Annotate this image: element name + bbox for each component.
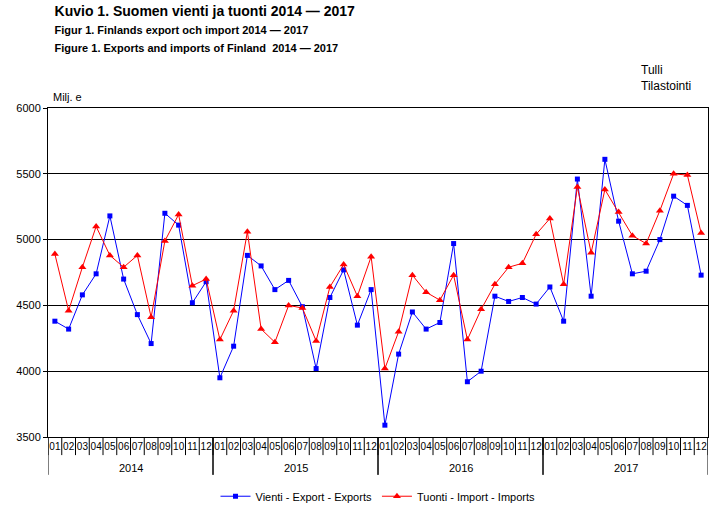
svg-text:01: 01	[544, 441, 556, 452]
svg-text:01: 01	[214, 441, 226, 452]
svg-text:08: 08	[146, 441, 158, 452]
svg-text:02: 02	[393, 441, 405, 452]
svg-text:2016: 2016	[449, 462, 473, 474]
svg-text:06: 06	[283, 441, 295, 452]
svg-text:Vienti - Export - Exports: Vienti - Export - Exports	[256, 491, 372, 503]
svg-text:08: 08	[311, 441, 323, 452]
svg-text:02: 02	[63, 441, 75, 452]
svg-text:05: 05	[434, 441, 446, 452]
svg-text:3500: 3500	[16, 431, 40, 443]
svg-text:2015: 2015	[284, 462, 308, 474]
svg-text:12: 12	[201, 441, 213, 452]
svg-text:09: 09	[324, 441, 336, 452]
svg-text:06: 06	[118, 441, 130, 452]
svg-text:04: 04	[421, 441, 433, 452]
svg-text:09: 09	[489, 441, 501, 452]
svg-text:02: 02	[558, 441, 570, 452]
svg-text:12: 12	[366, 441, 378, 452]
svg-text:08: 08	[476, 441, 488, 452]
svg-text:Kuvio 1. Suomen vienti ja tuon: Kuvio 1. Suomen vienti ja tuonti 2014 — …	[55, 3, 356, 54]
svg-text:5000: 5000	[16, 233, 40, 245]
svg-text:07: 07	[132, 441, 144, 452]
svg-text:05: 05	[599, 441, 611, 452]
svg-text:TulliTilastointi: TulliTilastointi	[641, 63, 691, 93]
svg-text:2014: 2014	[119, 462, 143, 474]
svg-text:06: 06	[448, 441, 460, 452]
svg-text:Milj. e: Milj. e	[53, 91, 82, 103]
svg-text:11: 11	[517, 441, 528, 452]
svg-text:2017: 2017	[614, 462, 638, 474]
svg-text:01: 01	[49, 441, 61, 452]
svg-text:10: 10	[173, 441, 185, 452]
svg-text:03: 03	[242, 441, 254, 452]
svg-text:5500: 5500	[16, 168, 40, 180]
svg-text:07: 07	[627, 441, 639, 452]
svg-text:11: 11	[352, 441, 363, 452]
svg-text:04: 04	[91, 441, 103, 452]
svg-text:07: 07	[462, 441, 474, 452]
svg-text:04: 04	[586, 441, 598, 452]
svg-text:06: 06	[613, 441, 625, 452]
svg-text:10: 10	[668, 441, 680, 452]
svg-text:02: 02	[228, 441, 240, 452]
svg-text:08: 08	[641, 441, 653, 452]
svg-text:10: 10	[338, 441, 350, 452]
svg-text:Tuonti - Import - Imports: Tuonti - Import - Imports	[417, 491, 535, 503]
svg-text:03: 03	[407, 441, 419, 452]
svg-text:09: 09	[654, 441, 666, 452]
svg-text:07: 07	[297, 441, 309, 452]
svg-text:04: 04	[256, 441, 268, 452]
svg-text:4000: 4000	[16, 365, 40, 377]
svg-text:05: 05	[269, 441, 281, 452]
svg-text:03: 03	[77, 441, 89, 452]
svg-text:01: 01	[379, 441, 391, 452]
svg-text:09: 09	[159, 441, 171, 452]
svg-text:03: 03	[572, 441, 584, 452]
svg-text:12: 12	[696, 441, 708, 452]
svg-text:11: 11	[682, 441, 693, 452]
svg-text:10: 10	[503, 441, 515, 452]
svg-text:4500: 4500	[16, 299, 40, 311]
svg-text:12: 12	[531, 441, 543, 452]
svg-text:11: 11	[187, 441, 198, 452]
svg-text:6000: 6000	[16, 102, 40, 114]
svg-text:05: 05	[104, 441, 116, 452]
